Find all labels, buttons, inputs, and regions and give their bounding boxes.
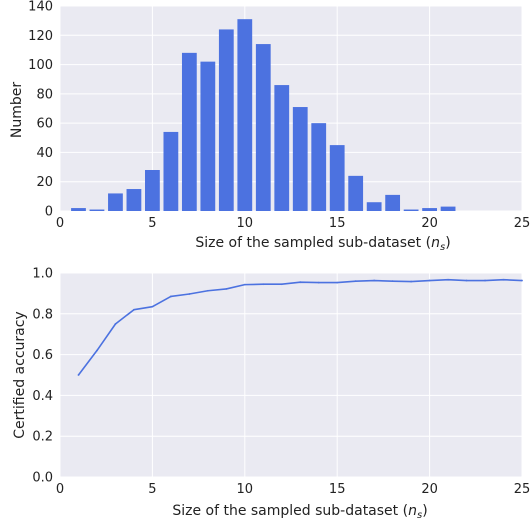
histogram-y-tick-label: 0 — [45, 205, 53, 220]
histogram-bar — [71, 208, 86, 211]
line-point — [243, 283, 246, 286]
histogram-y-ticks: 0 20 40 60 80 100 120 140 — [28, 0, 53, 220]
line-point — [169, 295, 172, 298]
histogram-y-axis-label: Number — [9, 82, 25, 138]
line-point — [484, 279, 486, 282]
histogram-y-tick-label: 80 — [36, 87, 53, 102]
line-point — [96, 349, 98, 352]
histogram-bar — [108, 193, 123, 211]
line-grid — [59, 272, 523, 478]
line-point — [262, 283, 265, 286]
line-y-tick-label: 0.0 — [32, 471, 53, 486]
line-point — [391, 280, 394, 283]
line-point — [336, 281, 339, 284]
histogram-bars — [71, 19, 456, 212]
accuracy-line-chart: 0 5 10 15 20 25 0.0 0.2 0.4 0.6 0.8 1.0 Size of th… — [12, 267, 530, 522]
histogram-bar — [218, 29, 234, 211]
line-y-tick-label: 0.2 — [32, 430, 53, 445]
histogram-chart: 0 5 10 15 20 25 0 20 40 60 80 100 120 140 Size of th… — [9, 0, 530, 253]
histogram-x-tick-label: 25 — [514, 216, 531, 231]
line-point — [465, 279, 468, 282]
histogram-bar — [89, 209, 105, 211]
line-plot-area — [60, 273, 522, 477]
line-x-tick-label: 5 — [148, 482, 156, 497]
line-x-ticks: 0 5 10 15 20 25 — [56, 482, 530, 497]
histogram-bar — [329, 145, 345, 211]
line-point — [133, 308, 135, 311]
line-y-ticks: 0.0 0.2 0.4 0.6 0.8 1.0 — [32, 267, 53, 486]
line-x-tick-label: 10 — [237, 482, 254, 497]
histogram-x-tick-label: 20 — [421, 216, 438, 231]
histogram-y-tick-label: 140 — [28, 0, 53, 15]
line-y-tick-label: 0.6 — [32, 348, 53, 363]
histogram-bar — [145, 170, 160, 211]
line-y-axis-label: Certified accuracy — [12, 311, 28, 438]
histogram-bar — [200, 61, 216, 212]
histogram-y-tick-label: 20 — [36, 175, 53, 190]
line-point — [299, 281, 302, 284]
histogram-x-tick-label: 10 — [237, 216, 254, 231]
line-point — [114, 323, 117, 325]
histogram-bar — [181, 52, 197, 211]
line-point — [206, 289, 209, 292]
line-point — [447, 278, 449, 281]
line-series — [77, 278, 523, 376]
line-point — [521, 279, 523, 282]
line-point — [373, 279, 376, 282]
histogram-bar — [348, 175, 364, 211]
histogram-bar — [311, 123, 327, 211]
line-x-tick-label: 20 — [421, 482, 438, 497]
histogram-y-tick-label: 40 — [36, 146, 53, 161]
histogram-bar — [126, 189, 142, 211]
histogram-plot-area — [60, 6, 522, 211]
line-point — [77, 374, 80, 376]
histogram-y-tick-label: 120 — [28, 29, 53, 44]
line-x-tick-label: 15 — [329, 482, 346, 497]
histogram-bar — [440, 206, 456, 211]
histogram-bar — [237, 19, 253, 211]
histogram-x-ticks: 0 5 10 15 20 25 — [56, 216, 530, 231]
histogram-bar — [422, 208, 437, 211]
histogram-grid — [59, 5, 523, 212]
histogram-bar — [292, 107, 308, 211]
line-point — [502, 278, 505, 281]
line-y-tick-label: 1.0 — [32, 267, 53, 282]
line-point — [410, 280, 413, 283]
histogram-x-tick-label: 15 — [329, 216, 346, 231]
histogram-bar — [163, 131, 179, 211]
histogram-x-tick-label: 0 — [56, 216, 64, 231]
histogram-bar — [255, 44, 271, 212]
line-y-tick-label: 0.8 — [32, 307, 53, 322]
line-point — [188, 293, 191, 295]
line-y-tick-label: 0.4 — [32, 389, 53, 404]
histogram-bar — [274, 85, 290, 211]
histogram-bar — [366, 202, 382, 211]
line-x-tick-label: 25 — [514, 482, 531, 497]
histogram-bar — [403, 209, 419, 211]
histogram-bar — [385, 194, 401, 211]
histogram-x-tick-label: 5 — [148, 216, 156, 231]
line-point — [225, 288, 228, 290]
histogram-y-tick-label: 100 — [28, 58, 53, 73]
line-x-tick-label: 0 — [56, 482, 64, 497]
line-point — [280, 283, 283, 286]
histogram-y-tick-label: 60 — [36, 117, 53, 132]
line-point — [317, 281, 320, 284]
line-point — [354, 280, 357, 283]
line-point — [151, 305, 154, 308]
histogram-x-axis-label: Size of the sampled sub-dataset (ns) — [195, 235, 450, 253]
line-x-axis-label: Size of the sampled sub-dataset (ns) — [172, 503, 427, 521]
line-point — [428, 279, 431, 282]
